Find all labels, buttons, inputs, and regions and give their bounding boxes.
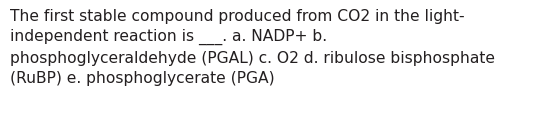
Text: The first stable compound produced from CO2 in the light-
independent reaction i: The first stable compound produced from …	[10, 9, 495, 86]
